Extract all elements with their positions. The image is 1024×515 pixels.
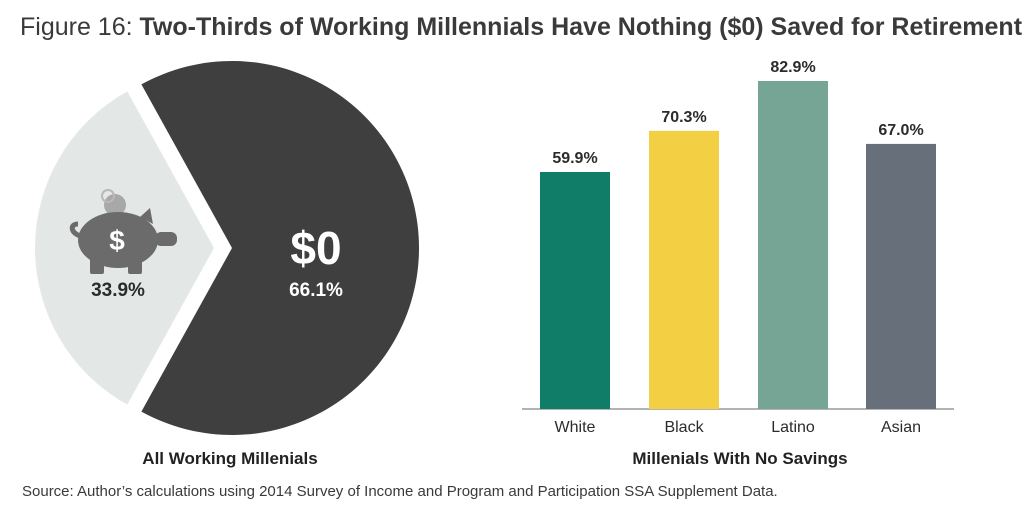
pie-other-value-label: 33.9% [91,280,145,301]
piggy-leg-front [128,258,142,274]
bar-black [649,130,719,409]
coin-icon [104,194,126,216]
source-note: Source: Author’s calculations using 2014… [22,483,778,500]
piggy-tail [69,221,82,239]
bar-value-label-latino: 82.9% [770,59,815,76]
bar-chart: 59.9% White 70.3% Black 82.9% Latino 67.0% Asia… [522,59,954,436]
pie-slice-zero [141,60,420,435]
bar-value-label-white: 59.9% [552,150,597,167]
piggy-body [78,212,158,268]
x-tick-label-asian: Asian [881,419,921,436]
coin-ring-icon [101,189,115,203]
bar-white [540,172,610,409]
piggy-ear [140,208,153,224]
piggy-leg-back [90,258,104,274]
pie-zero-value-label: 66.1% [289,280,343,301]
x-tick-label-black: Black [664,419,704,436]
piggy-snout [155,232,177,246]
piggy-dollar-label: $ [109,225,125,256]
bar-asian [866,143,936,409]
bar-value-label-black: 70.3% [661,109,706,126]
pie-caption: All Working Millenials [142,449,318,468]
x-tick-label-white: White [555,419,596,436]
pie-zero-label: $0 [290,222,341,274]
piggy-bank-icon: $ [69,189,177,274]
x-tick-label-latino: Latino [771,419,815,436]
pie-chart: $ 33.9% $0 66.1% [35,60,420,435]
bar-value-label-asian: 67.0% [878,122,923,139]
bar-latino [758,81,828,409]
chart-title: Figure 16: Two-Thirds of Working Millenn… [20,13,1022,42]
figure-label: Figure 16: [20,13,133,41]
bar-caption: Millenials With No Savings [632,449,848,468]
figure-title-text: Two-Thirds of Working Millennials Have N… [139,13,1023,41]
